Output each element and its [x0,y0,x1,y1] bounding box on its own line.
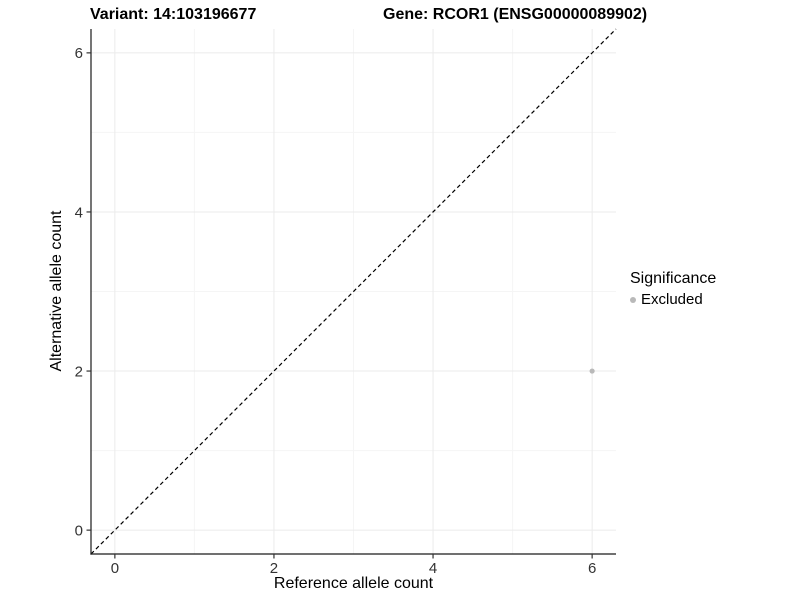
y-tick-label: 4 [75,204,83,221]
legend-entry-label: Excluded [641,291,703,308]
x-tick-label: 2 [270,560,278,577]
gene-title: Gene: RCOR1 (ENSG00000089902) [383,6,648,23]
y-axis-title: Alternative allele count [48,210,65,372]
legend-title: Significance [630,270,717,287]
data-point [589,368,595,374]
y-tick-label: 0 [75,522,83,539]
legend-point-icon [630,296,636,303]
x-tick-label: 6 [588,560,596,577]
legend: Significance Excluded [630,270,716,308]
x-tick-label: 0 [111,560,119,577]
identity-line [90,28,617,555]
legend-entry-excluded: Excluded [630,291,716,308]
x-axis-title: Reference allele count [273,575,434,592]
x-tick-label: 4 [429,560,437,577]
y-tick-label: 6 [75,45,83,62]
variant-title: Variant: 14:103196677 [90,6,257,23]
y-tick-label: 2 [75,363,83,380]
